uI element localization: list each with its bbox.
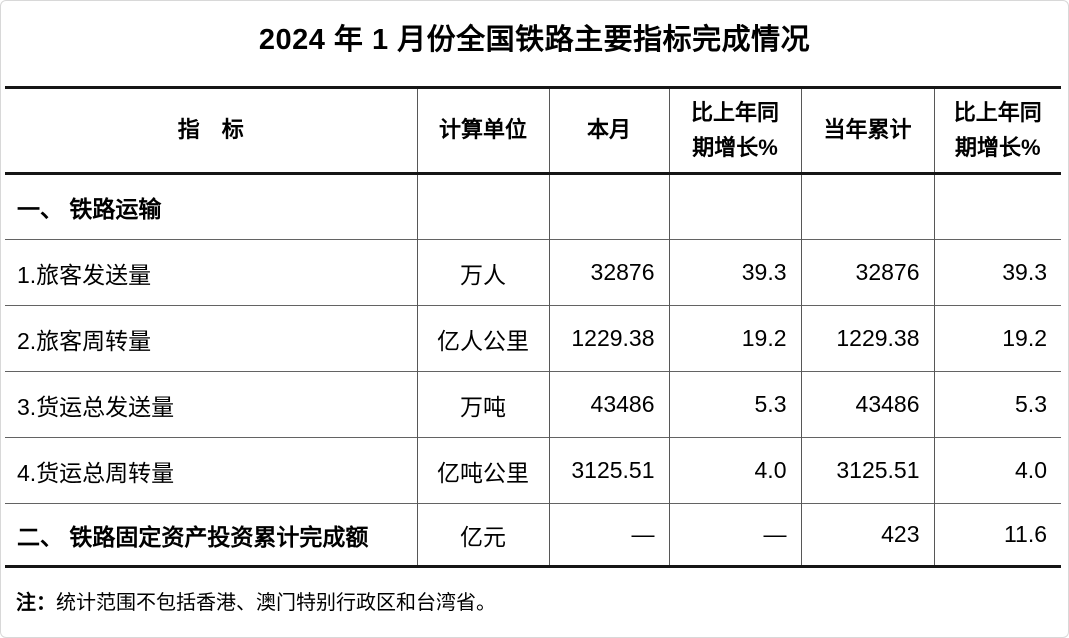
unit-cell: 亿元 xyxy=(416,503,549,567)
unit-cell: 万人 xyxy=(416,239,549,306)
month-value-cell: 43486 xyxy=(548,371,669,438)
month-growth-cell: 5.3 xyxy=(668,371,801,438)
title-bar: 2024 年 1 月份全国铁路主要指标完成情况 xyxy=(1,1,1068,86)
ytd-value-cell: 3125.51 xyxy=(800,437,934,504)
indicator-cell: 二、 铁路固定资产投资累计完成额 xyxy=(17,523,369,550)
ytd-growth-cell: 19.2 xyxy=(933,305,1061,372)
ytd-growth-cell: 11.6 xyxy=(933,503,1061,567)
indicator-cell: 4.货运总周转量 xyxy=(17,459,175,486)
table-row-section-1: 一、 铁路运输 xyxy=(5,173,1061,240)
indicator-cell: 一、 铁路运输 xyxy=(17,196,162,222)
footnote-label: 注： xyxy=(16,592,56,614)
table-header-row: 指 标 计算单位 本月 比上年同 期增长% 当年累计 比上年同 期增长% xyxy=(5,87,1061,174)
month-growth-cell: — xyxy=(668,503,801,567)
unit-cell xyxy=(416,173,549,240)
ytd-value-cell xyxy=(800,173,934,240)
header-unit: 计算单位 xyxy=(416,87,549,174)
month-growth-cell: 39.3 xyxy=(668,239,801,306)
table-row-section-2-investment: 二、 铁路固定资产投资累计完成额 亿元 — — 423 11.6 xyxy=(5,503,1061,567)
indicator-cell: 3.货运总发送量 xyxy=(17,393,175,420)
indicator-cell: 2.旅客周转量 xyxy=(17,327,152,354)
footnote: 注：统计范围不包括香港、澳门特别行政区和台湾省。 xyxy=(16,589,496,617)
ytd-value-cell: 43486 xyxy=(800,371,934,438)
table-row-freight-volume: 3.货运总发送量 万吨 43486 5.3 43486 5.3 xyxy=(5,371,1061,438)
table-row-passenger-turnover: 2.旅客周转量 亿人公里 1229.38 19.2 1229.38 19.2 xyxy=(5,305,1061,372)
header-ytd: 当年累计 xyxy=(800,87,934,174)
ytd-growth-cell: 4.0 xyxy=(933,437,1061,504)
ytd-growth-cell: 39.3 xyxy=(933,239,1061,306)
table-row-passenger-volume: 1.旅客发送量 万人 32876 39.3 32876 39.3 xyxy=(5,239,1061,306)
footnote-text: 统计范围不包括香港、澳门特别行政区和台湾省。 xyxy=(56,592,496,614)
header-month: 本月 xyxy=(548,87,669,174)
header-month-growth: 比上年同 期增长% xyxy=(668,87,801,174)
ytd-value-cell: 423 xyxy=(800,503,934,567)
month-growth-cell: 19.2 xyxy=(668,305,801,372)
unit-cell: 万吨 xyxy=(416,371,549,438)
unit-cell: 亿人公里 xyxy=(416,305,549,372)
ytd-growth-cell xyxy=(933,173,1061,240)
page-title: 2024 年 1 月份全国铁路主要指标完成情况 xyxy=(258,24,811,57)
month-growth-cell: 4.0 xyxy=(668,437,801,504)
ytd-value-cell: 1229.38 xyxy=(800,305,934,372)
month-growth-cell xyxy=(668,173,801,240)
month-value-cell: 3125.51 xyxy=(548,437,669,504)
ytd-growth-cell: 5.3 xyxy=(933,371,1061,438)
month-value-cell xyxy=(548,173,669,240)
month-value-cell: 1229.38 xyxy=(548,305,669,372)
railway-indicators-table: 指 标 计算单位 本月 比上年同 期增长% 当年累计 比上年同 期增长% 一、 … xyxy=(5,86,1061,568)
header-ytd-growth: 比上年同 期增长% xyxy=(933,87,1061,174)
ytd-value-cell: 32876 xyxy=(800,239,934,306)
table-row-freight-turnover: 4.货运总周转量 亿吨公里 3125.51 4.0 3125.51 4.0 xyxy=(5,437,1061,504)
unit-cell: 亿吨公里 xyxy=(416,437,549,504)
header-indicator: 指 标 xyxy=(177,117,244,143)
indicator-cell: 1.旅客发送量 xyxy=(17,261,152,288)
month-value-cell: 32876 xyxy=(548,239,669,306)
month-value-cell: — xyxy=(548,503,669,567)
